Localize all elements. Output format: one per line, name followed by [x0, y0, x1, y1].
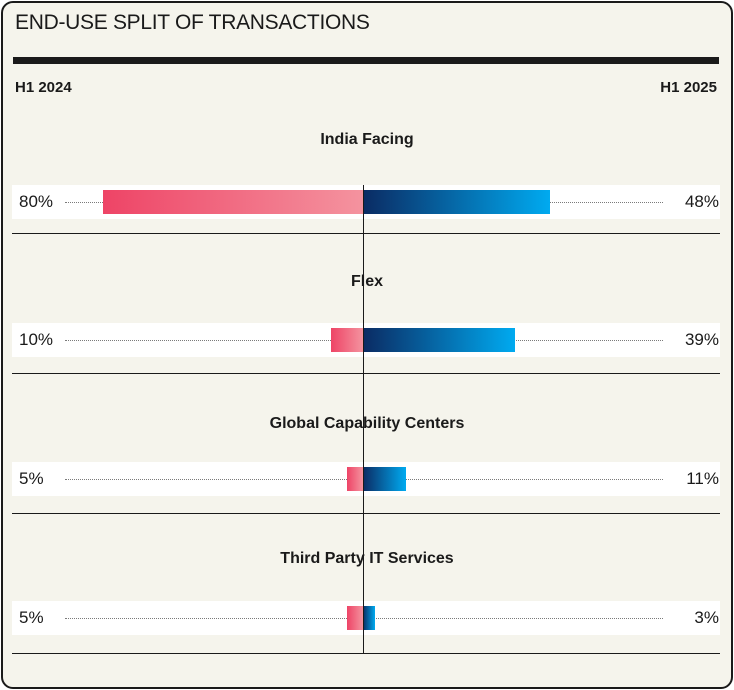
category-baseline [12, 653, 720, 654]
bar-h1-2024 [346, 606, 363, 630]
chart-title: END-USE SPLIT OF TRANSACTIONS [15, 11, 370, 34]
value-label-h1-2025: 48% [684, 192, 719, 211]
left-leader-line [65, 479, 363, 480]
category-label: Global Capability Centers [269, 415, 465, 432]
category-baseline [12, 513, 720, 514]
bar-h1-2025 [363, 328, 516, 352]
title-rule [13, 57, 719, 64]
category-label: Flex [350, 273, 383, 290]
category-baseline [12, 233, 720, 234]
category-baseline [12, 373, 720, 374]
value-label-h1-2025: 11% [686, 469, 719, 488]
value-label-h1-2025: 3% [694, 608, 719, 627]
value-label-h1-2024: 5% [19, 608, 44, 627]
bar-h1-2025 [363, 467, 406, 491]
value-label-h1-2024: 5% [19, 469, 44, 488]
value-label-h1-2024: 80% [19, 192, 54, 211]
right-leader-line [363, 618, 663, 619]
bar-h1-2025 [363, 190, 551, 214]
right-period-label: H1 2025 [660, 79, 717, 96]
category-label: Third Party IT Services [280, 550, 454, 567]
bar-h1-2024 [103, 190, 363, 214]
right-leader-line [363, 479, 663, 480]
left-leader-line [65, 340, 363, 341]
bar-h1-2024 [346, 467, 363, 491]
value-label-h1-2025: 39% [684, 330, 719, 349]
bar-h1-2025 [363, 606, 375, 630]
left-period-label: H1 2024 [15, 79, 72, 96]
category-label: India Facing [320, 131, 414, 148]
center-axis [363, 185, 364, 653]
left-leader-line [65, 618, 363, 619]
bar-h1-2024 [330, 328, 363, 352]
value-label-h1-2024: 10% [19, 330, 54, 349]
